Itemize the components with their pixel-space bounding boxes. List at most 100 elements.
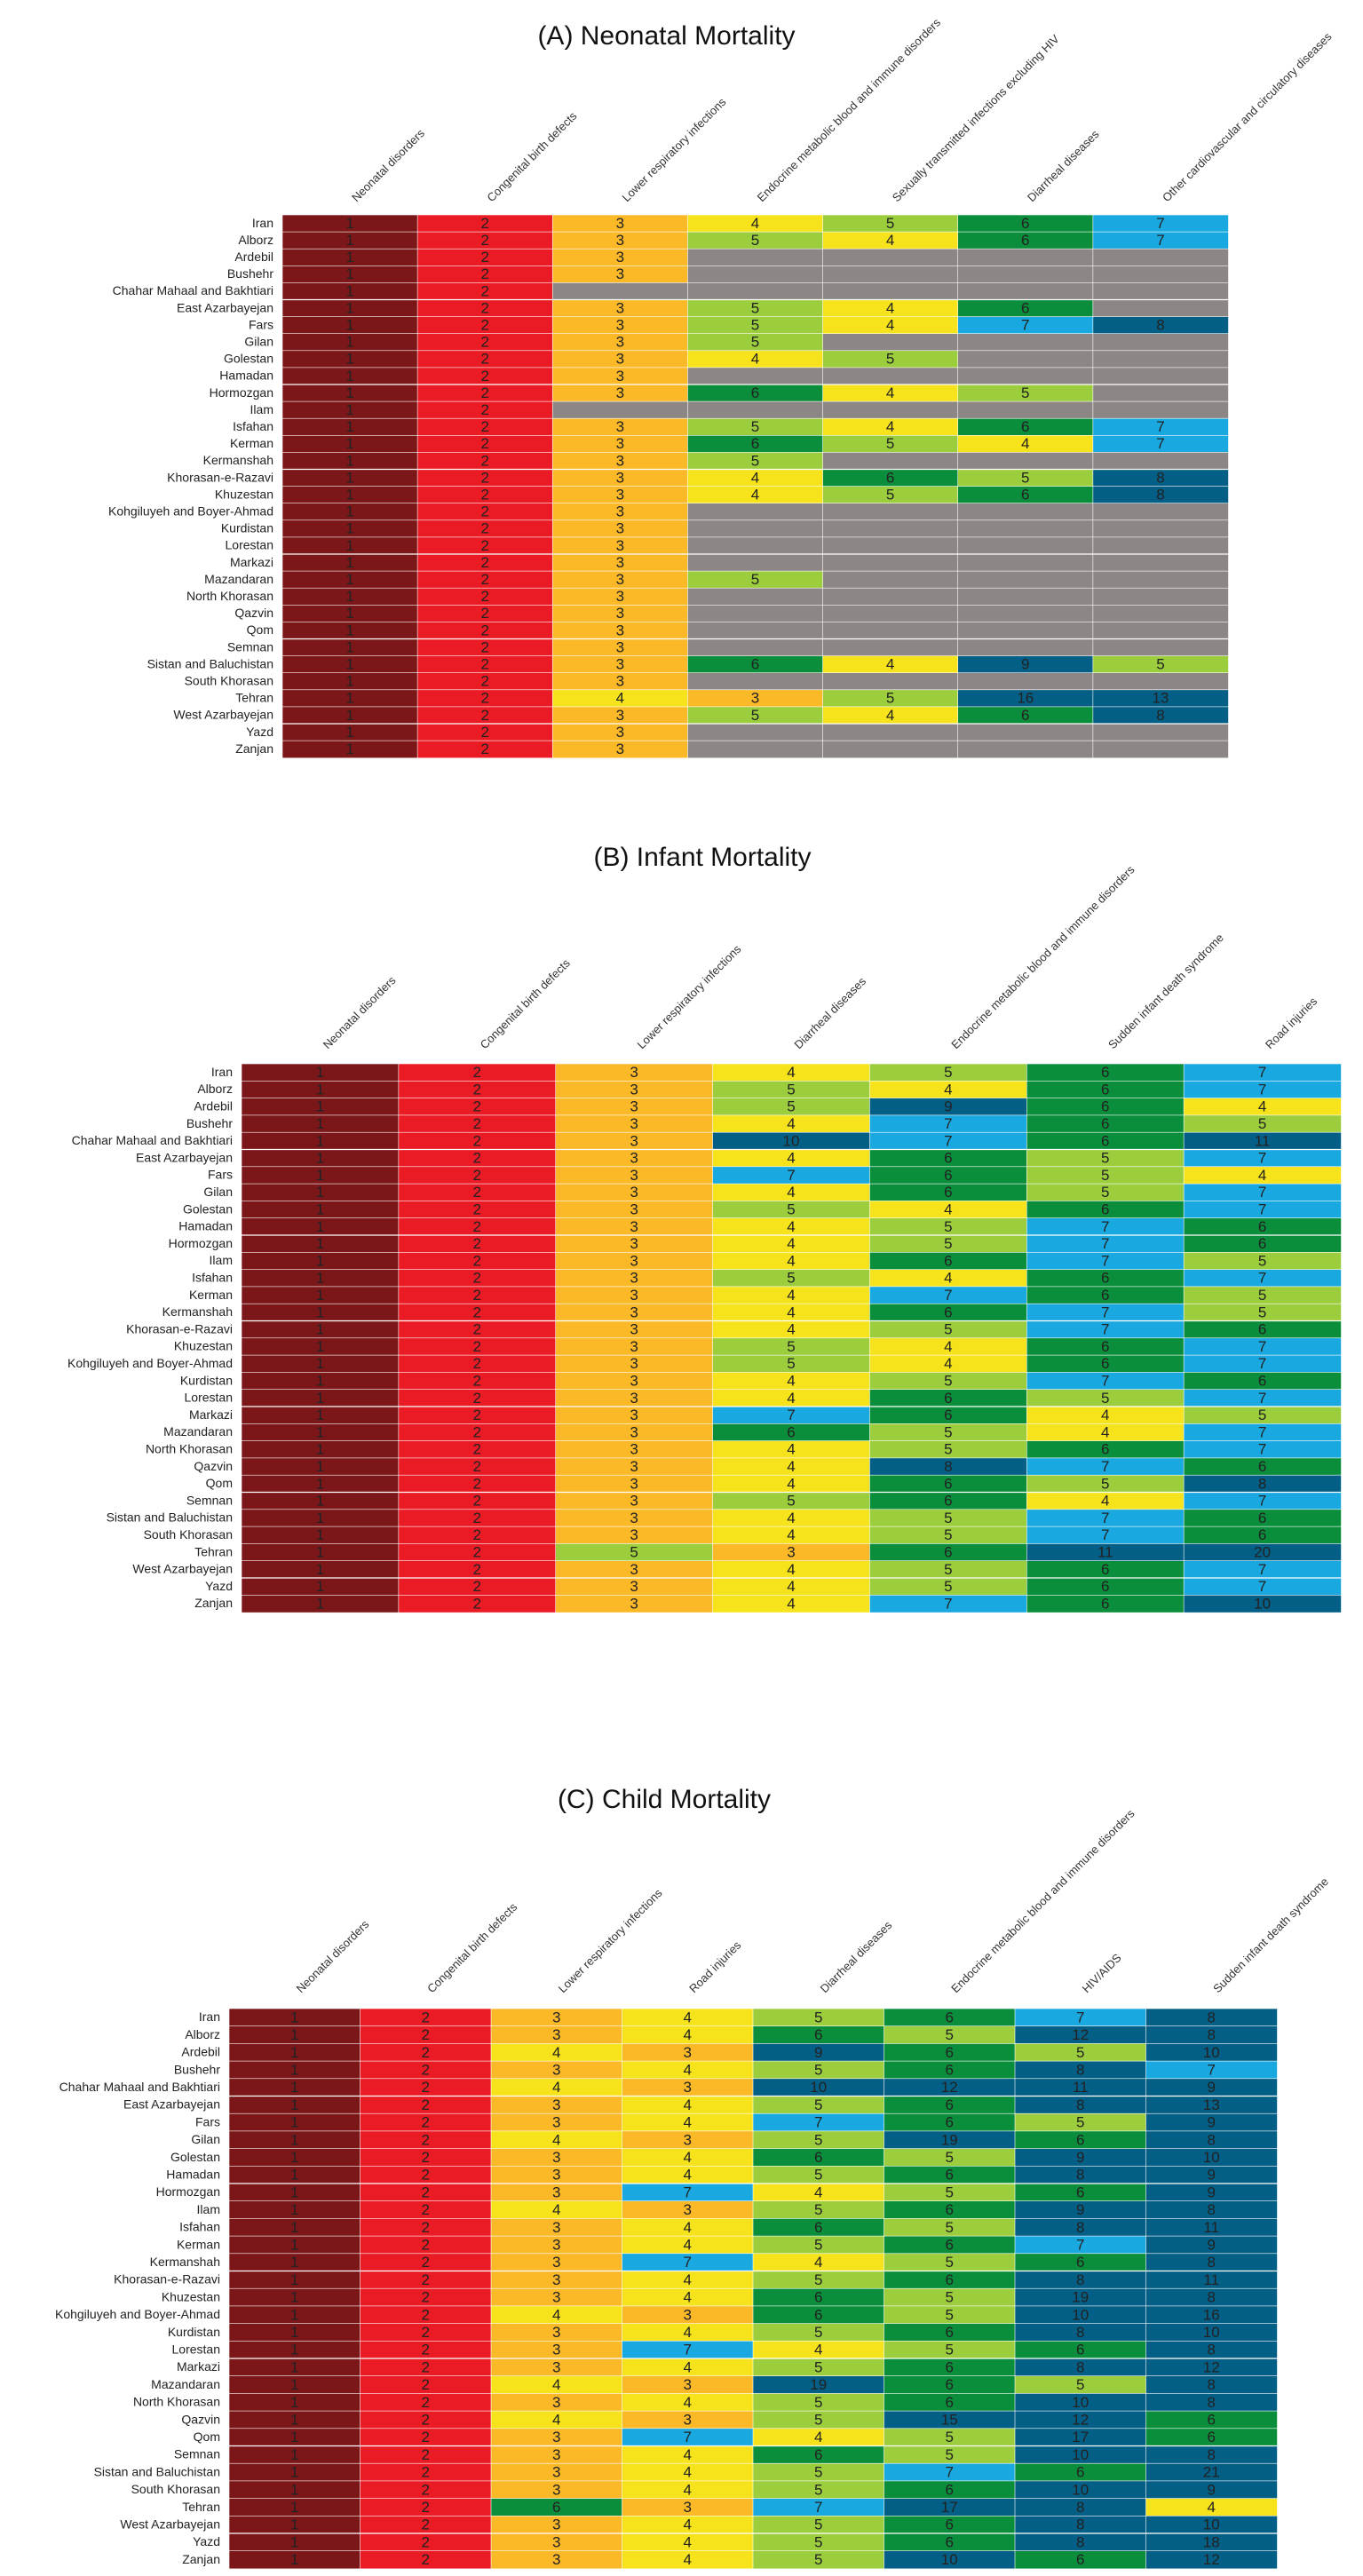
cell-value: 7 <box>1101 1321 1109 1338</box>
row-label: Fars <box>249 317 273 331</box>
cell-value: 4 <box>787 1304 795 1320</box>
cell-value: 8 <box>1076 2499 1084 2516</box>
cell-value: 3 <box>684 2411 692 2428</box>
cell-value: 3 <box>616 724 624 741</box>
row-label: Khorasan-e-Razavi <box>167 470 273 484</box>
column-label: Sexually transmitted infections excludin… <box>890 32 1062 204</box>
cell-value: 4 <box>552 2376 560 2393</box>
cell-value: 5 <box>1021 384 1029 401</box>
cell-value: 7 <box>1258 1338 1266 1355</box>
cell-value: 1 <box>345 299 353 316</box>
cell-value: 7 <box>1258 1390 1266 1407</box>
cell-value: 5 <box>946 2342 954 2358</box>
cell-value: 2 <box>473 1287 481 1304</box>
cell-value: 10 <box>1203 2149 1220 2166</box>
cell-value: 3 <box>630 1304 638 1320</box>
cell-value: 2 <box>473 1372 481 1389</box>
cell-value: 7 <box>787 1167 795 1184</box>
cell-value: 16 <box>1203 2306 1220 2323</box>
cell-value: 4 <box>787 1252 795 1269</box>
row-label: Semnan <box>186 1493 233 1507</box>
cell-value: 4 <box>684 2517 692 2533</box>
cell-value: 6 <box>814 2289 822 2306</box>
row-label: Isfahan <box>192 1270 233 1284</box>
row-label: Hormozgan <box>210 385 273 400</box>
cell-value: 6 <box>946 2061 954 2078</box>
cell-value: 4 <box>886 707 894 724</box>
cell-value: 2 <box>480 554 488 571</box>
cell-value: 4 <box>787 1287 795 1304</box>
cell-value: 7 <box>1258 1184 1266 1201</box>
cell-value: 1 <box>316 1595 324 1612</box>
cell-value: 6 <box>944 1493 952 1510</box>
cell-value: 1 <box>290 2411 298 2428</box>
cell-value: 2 <box>480 418 488 435</box>
cell-value: 4 <box>787 1372 795 1389</box>
cell-value: 6 <box>1101 1578 1109 1595</box>
row-label: Kerman <box>189 1288 233 1302</box>
cell-value: 3 <box>552 2184 560 2200</box>
cell-value: 3 <box>616 622 624 638</box>
cell-value: 2 <box>480 486 488 503</box>
cell-value: 2 <box>422 2376 430 2393</box>
cell-value: 4 <box>684 2464 692 2481</box>
cell-value: 4 <box>552 2131 560 2148</box>
cell-value: 3 <box>684 2306 692 2323</box>
cell-value: 1 <box>316 1218 324 1235</box>
row-label: Kurdistan <box>221 521 273 535</box>
cell-value: 3 <box>684 2044 692 2061</box>
heatmap-cell <box>1092 248 1229 267</box>
column-label: Diarrheal diseases <box>791 974 868 1051</box>
cell-value: 3 <box>616 503 624 520</box>
heatmap-cell <box>822 553 959 572</box>
cell-value: 17 <box>1072 2429 1089 2445</box>
cell-value: 12 <box>1072 2026 1089 2043</box>
cell-value: 12 <box>941 2079 958 2096</box>
row-label: Semnan <box>227 639 273 654</box>
cell-value: 2 <box>473 1510 481 1526</box>
cell-value: 2 <box>473 1423 481 1440</box>
cell-value: 5 <box>814 2551 822 2568</box>
heatmap-cell <box>1092 265 1229 284</box>
cell-value: 4 <box>751 469 759 486</box>
cell-value: 1 <box>316 1184 324 1201</box>
cell-value: 1 <box>345 249 353 266</box>
cell-value: 5 <box>946 2289 954 2306</box>
row-label: Ilam <box>250 402 273 416</box>
cell-value: 1 <box>345 503 353 520</box>
cell-value: 1 <box>290 2201 298 2218</box>
cell-value: 8 <box>944 1458 952 1475</box>
row-label: Kermanshah <box>203 453 273 467</box>
cell-value: 8 <box>1208 2254 1216 2271</box>
cell-value: 1 <box>316 1304 324 1320</box>
cell-value: 4 <box>684 2219 692 2236</box>
panel-title: (A) Neonatal Mortality <box>537 21 795 51</box>
cell-value: 6 <box>946 2044 954 2061</box>
cell-value: 1 <box>345 537 353 554</box>
cell-value: 9 <box>1208 2167 1216 2184</box>
cell-value: 4 <box>684 2167 692 2184</box>
cell-value: 11 <box>1073 2079 1089 2096</box>
row-label: Golestan <box>224 352 273 366</box>
cell-value: 21 <box>1203 2464 1220 2481</box>
cell-value: 2 <box>473 1184 481 1201</box>
cell-value: 2 <box>480 266 488 282</box>
heatmap-cell <box>957 282 1094 301</box>
column-label: Lower respiratory infections <box>619 95 728 204</box>
cell-value: 5 <box>751 707 759 724</box>
cell-value: 4 <box>814 2429 822 2445</box>
cell-value: 2 <box>480 401 488 418</box>
cell-value: 2 <box>480 452 488 469</box>
cell-value: 6 <box>1101 1201 1109 1217</box>
cell-value: 3 <box>616 368 624 384</box>
cell-value: 4 <box>1021 435 1029 452</box>
cell-value: 3 <box>630 1235 638 1252</box>
cell-value: 3 <box>552 2358 560 2375</box>
row-label: Gilan <box>244 334 273 348</box>
heatmap-cell <box>1092 587 1229 606</box>
cell-value: 4 <box>684 2394 692 2411</box>
cell-value: 2 <box>480 384 488 401</box>
row-label: Iran <box>199 2009 220 2024</box>
cell-value: 16 <box>1017 690 1034 707</box>
cell-value: 3 <box>630 1407 638 1423</box>
